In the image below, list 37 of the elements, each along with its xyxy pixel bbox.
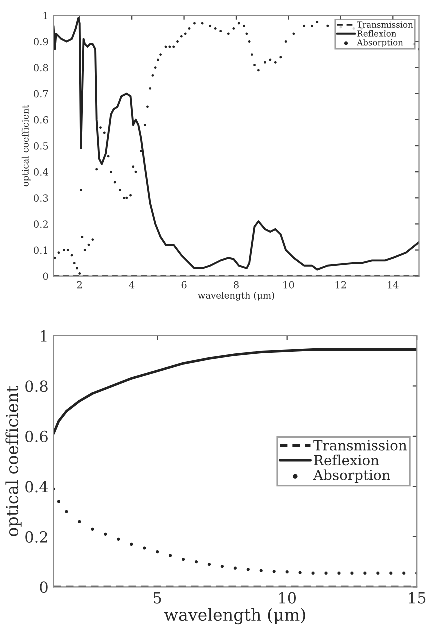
y-tick-label: 0.2 bbox=[34, 220, 48, 228]
y-tick-label: 0 bbox=[43, 272, 48, 280]
y-tick-label: 0.1 bbox=[34, 246, 48, 254]
y-tick-label: 0.8 bbox=[34, 64, 48, 72]
y-tick-label: 1 bbox=[41, 330, 47, 342]
y-tick-label: 0.4 bbox=[26, 481, 48, 493]
x-tick-label: 14 bbox=[388, 281, 399, 289]
x-tick-label: 6 bbox=[182, 281, 187, 289]
x-tick-label: 10 bbox=[284, 281, 294, 289]
y-tick-label: 0.6 bbox=[26, 430, 48, 442]
x-tick-label: 8 bbox=[234, 281, 239, 289]
legend-label: Transmission bbox=[314, 440, 407, 451]
x-axis-title: wavelength (μm) bbox=[198, 292, 274, 301]
x-tick-label: 12 bbox=[336, 281, 346, 289]
x-tick-label: 15 bbox=[409, 592, 426, 604]
x-tick-label: 2 bbox=[77, 281, 82, 289]
legend-label: Reflexion bbox=[314, 454, 380, 466]
legend-label: Transmission bbox=[357, 22, 414, 28]
y-tick-label: 0.2 bbox=[26, 531, 48, 543]
x-axis-title: wavelength (μm) bbox=[164, 608, 306, 625]
y-axis-title: optical coefficient bbox=[6, 386, 22, 536]
x-tick-label: 10 bbox=[279, 592, 296, 604]
x-tick-label: 4 bbox=[129, 281, 135, 289]
legend-label: Absorption bbox=[313, 470, 390, 484]
legend-label: Reflexion bbox=[358, 30, 396, 37]
y-tick-label: 0.6 bbox=[34, 116, 48, 124]
y-tick-label: 1 bbox=[44, 12, 48, 20]
y-tick-label: 0.5 bbox=[34, 142, 48, 150]
x-tick-label: 5 bbox=[154, 592, 162, 604]
y-tick-label: 0.4 bbox=[34, 168, 48, 176]
y-tick-label: 0.7 bbox=[34, 90, 48, 98]
y-tick-label: 0.9 bbox=[34, 38, 48, 46]
y-tick-label: 0.8 bbox=[26, 380, 48, 392]
y-axis-title: optical coefficient bbox=[22, 105, 31, 187]
y-tick-label: 0.3 bbox=[34, 194, 48, 202]
y-tick-label: 0 bbox=[40, 582, 48, 594]
legend-label: Absorption bbox=[357, 39, 404, 48]
